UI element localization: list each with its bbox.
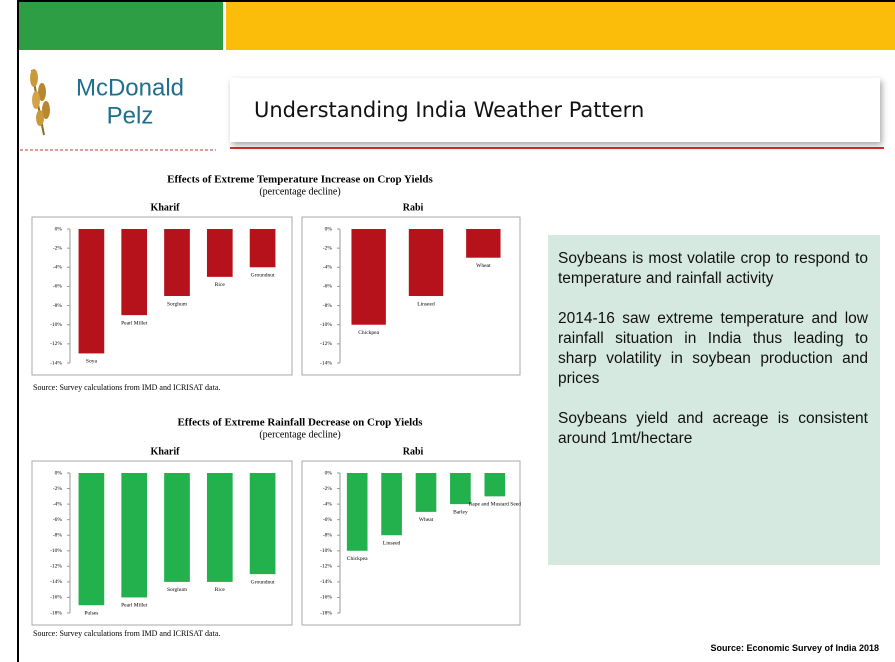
- category-label: Barley: [453, 509, 468, 515]
- slide-title: Understanding India Weather Pattern: [230, 78, 880, 142]
- y-tick-label: 0%: [55, 470, 63, 476]
- section-source: Source: Survey calculations from IMD and…: [33, 629, 220, 638]
- logo-text: McDonald: [76, 74, 184, 101]
- y-tick-label: -4%: [53, 265, 63, 271]
- category-label: Groundnut: [251, 273, 275, 279]
- y-tick-label: -16%: [50, 595, 62, 601]
- y-tick-label: -6%: [53, 517, 63, 523]
- bar: [207, 473, 233, 582]
- section-title: Effects of Extreme Rainfall Decrease on …: [177, 417, 423, 429]
- bar: [79, 229, 105, 353]
- category-label: Linseed: [383, 540, 401, 546]
- y-tick-label: -2%: [323, 245, 333, 251]
- bar: [347, 473, 368, 551]
- bar: [484, 473, 505, 496]
- section-subtitle: (percentage decline): [259, 429, 340, 440]
- y-tick-label: -6%: [323, 284, 333, 290]
- y-tick-label: -2%: [53, 486, 63, 492]
- category-label: Rice: [215, 282, 226, 288]
- y-tick-label: -10%: [50, 548, 62, 554]
- y-tick-label: -14%: [320, 579, 332, 585]
- y-tick-label: -4%: [323, 265, 333, 271]
- category-label: Groundnut: [251, 579, 275, 585]
- bar: [121, 229, 147, 315]
- category-label: Chickpea: [347, 556, 368, 562]
- category-label: Wheat: [476, 263, 491, 269]
- y-tick-label: 0%: [325, 226, 333, 232]
- bar: [409, 229, 443, 296]
- y-tick-label: -18%: [320, 610, 332, 616]
- y-tick-label: 0%: [325, 470, 333, 476]
- bar: [381, 473, 402, 535]
- bar: [164, 473, 190, 582]
- notes-panel: Soybeans is most volatile crop to respon…: [548, 235, 880, 565]
- bar: [79, 473, 105, 605]
- bar: [416, 473, 437, 512]
- section-subtitle: (percentage decline): [259, 186, 340, 197]
- logo-text: Pelz: [107, 102, 154, 129]
- bar: [450, 473, 471, 504]
- y-tick-label: -10%: [50, 322, 62, 328]
- y-tick-label: -14%: [50, 579, 62, 585]
- logo-wheat: [30, 69, 50, 135]
- category-label: Sorghum: [167, 301, 188, 307]
- y-tick-label: -12%: [320, 341, 332, 347]
- category-label: Pulses: [84, 610, 98, 616]
- y-tick-label: -8%: [323, 303, 333, 309]
- header-green-band: [18, 0, 223, 50]
- note: Soybeans is most volatile crop to respon…: [558, 249, 868, 289]
- y-tick-label: -4%: [323, 501, 333, 507]
- section-source: Source: Survey calculations from IMD and…: [33, 383, 220, 392]
- category-label: Linseed: [417, 301, 435, 307]
- y-tick-label: -14%: [320, 360, 332, 366]
- y-tick-label: -18%: [50, 610, 62, 616]
- slide: McDonald Pelz Effects of Extreme Tempera…: [0, 0, 895, 662]
- y-tick-label: -8%: [53, 303, 63, 309]
- bar: [164, 229, 190, 296]
- bar: [351, 229, 385, 325]
- header-yellow-band: [226, 0, 895, 50]
- category-label: Rice: [215, 587, 226, 593]
- note: 2014-16 saw extreme temperature and low …: [558, 309, 868, 389]
- category-label: Sorghum: [167, 587, 188, 593]
- y-tick-label: -12%: [50, 564, 62, 570]
- y-tick-label: -6%: [323, 517, 333, 523]
- category-label: Wheat: [419, 517, 434, 523]
- y-tick-label: -2%: [323, 486, 333, 492]
- category-label: Pearl Millet: [121, 320, 148, 326]
- note: Soybeans yield and acreage is consistent…: [558, 409, 868, 449]
- chart-title: Rabi: [403, 202, 424, 213]
- bar: [466, 229, 500, 258]
- y-tick-label: -14%: [50, 360, 62, 366]
- bar: [250, 229, 276, 267]
- chart-title: Kharif: [151, 202, 181, 213]
- category-label: Rape and Mustard Seed: [469, 502, 522, 508]
- bar: [207, 229, 233, 277]
- y-tick-label: 0%: [55, 226, 63, 232]
- footer-source: Source: Economic Survey of India 2018: [710, 643, 879, 653]
- bar: [121, 473, 147, 597]
- chart-title: Kharif: [151, 446, 181, 457]
- y-tick-label: -6%: [53, 284, 63, 290]
- bar: [250, 473, 276, 574]
- y-tick-label: -16%: [320, 595, 332, 601]
- y-tick-label: -8%: [323, 532, 333, 538]
- category-label: Chickpea: [358, 330, 379, 336]
- y-tick-label: -12%: [320, 564, 332, 570]
- chart-title: Rabi: [403, 446, 424, 457]
- y-tick-label: -2%: [53, 245, 63, 251]
- y-tick-label: -10%: [320, 322, 332, 328]
- category-label: Soya: [86, 359, 98, 365]
- y-tick-label: -12%: [50, 341, 62, 347]
- y-tick-label: -8%: [53, 532, 63, 538]
- category-label: Pearl Millet: [121, 603, 148, 609]
- y-tick-label: -4%: [53, 501, 63, 507]
- section-title: Effects of Extreme Temperature Increase …: [167, 174, 433, 186]
- y-tick-label: -10%: [320, 548, 332, 554]
